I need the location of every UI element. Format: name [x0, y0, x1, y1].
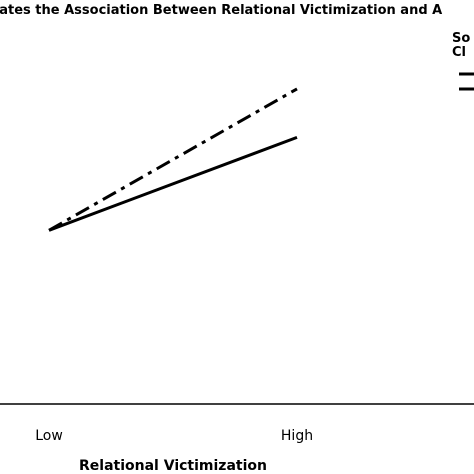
series-layer	[48, 87, 298, 232]
chart-title: erates the Association Between Relationa…	[0, 3, 442, 18]
x-tick-label-high: High	[281, 428, 313, 444]
series-line-2	[48, 135, 298, 232]
legend-title-line-2: Cl	[452, 45, 466, 60]
series-line-1	[48, 87, 298, 232]
legend-title-line-1: So	[452, 31, 470, 46]
legend: So Cl	[452, 31, 474, 91]
x-axis-label: Relational Victimization	[79, 458, 267, 474]
x-tick-label-low: Low	[35, 428, 63, 444]
